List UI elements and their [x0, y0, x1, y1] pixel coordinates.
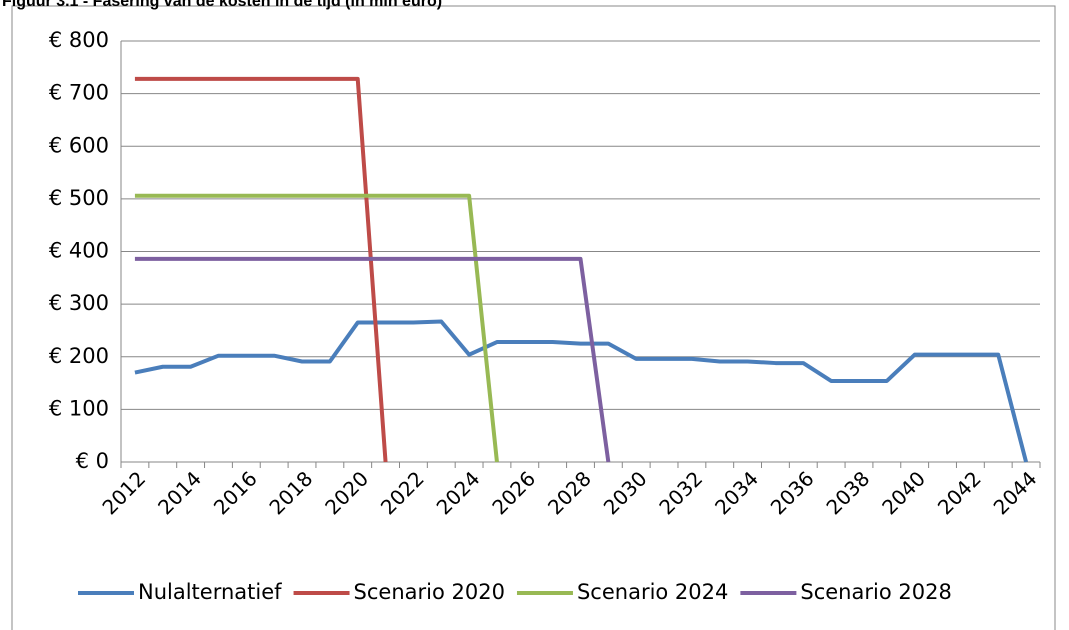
x-tick-label: 2036 [766, 466, 819, 519]
chart-title: Figuur 3.1 - Fasering van de kosten in d… [2, 0, 442, 10]
x-tick-label: 2022 [376, 466, 429, 519]
x-tick-label: 2018 [264, 466, 317, 519]
x-tick-label: 2016 [209, 466, 262, 519]
y-tick-label: € 500 [49, 186, 109, 210]
y-tick-label: € 400 [49, 239, 109, 263]
series-line [134, 319, 1029, 463]
x-tick-label: 2032 [654, 466, 707, 519]
x-tick-label: 2014 [153, 466, 206, 519]
legend-label: Scenario 2024 [577, 580, 728, 604]
x-tick-label: 2040 [877, 466, 930, 519]
y-tick-label: € 800 [49, 28, 109, 52]
y-tick-label: € 300 [49, 291, 109, 315]
series-line [134, 76, 388, 463]
y-tick-label: € 600 [49, 133, 109, 157]
legend-label: Nulalternatief [138, 580, 282, 604]
x-tick-label: 2020 [320, 466, 373, 519]
y-tick-label: € 700 [49, 81, 109, 105]
x-tick-label: 2024 [432, 466, 485, 519]
x-tick-label: 2038 [821, 466, 874, 519]
x-tick-label: 2030 [599, 466, 652, 519]
y-tick-label: € 200 [49, 344, 109, 368]
x-tick-label: 2044 [989, 466, 1042, 519]
x-tick-label: 2026 [487, 466, 540, 519]
chart-frame [11, 5, 1056, 630]
legend-label: Scenario 2020 [354, 580, 505, 604]
series-line [134, 193, 499, 463]
series-line [134, 256, 611, 463]
x-tick-label: 2034 [710, 466, 763, 519]
y-tick-label: € 100 [49, 396, 109, 420]
x-tick-label: 2028 [543, 466, 596, 519]
legend-label: Scenario 2028 [800, 580, 951, 604]
y-tick-label: € 0 [76, 449, 109, 473]
x-tick-label: 2012 [97, 466, 150, 519]
x-tick-label: 2042 [933, 466, 986, 519]
